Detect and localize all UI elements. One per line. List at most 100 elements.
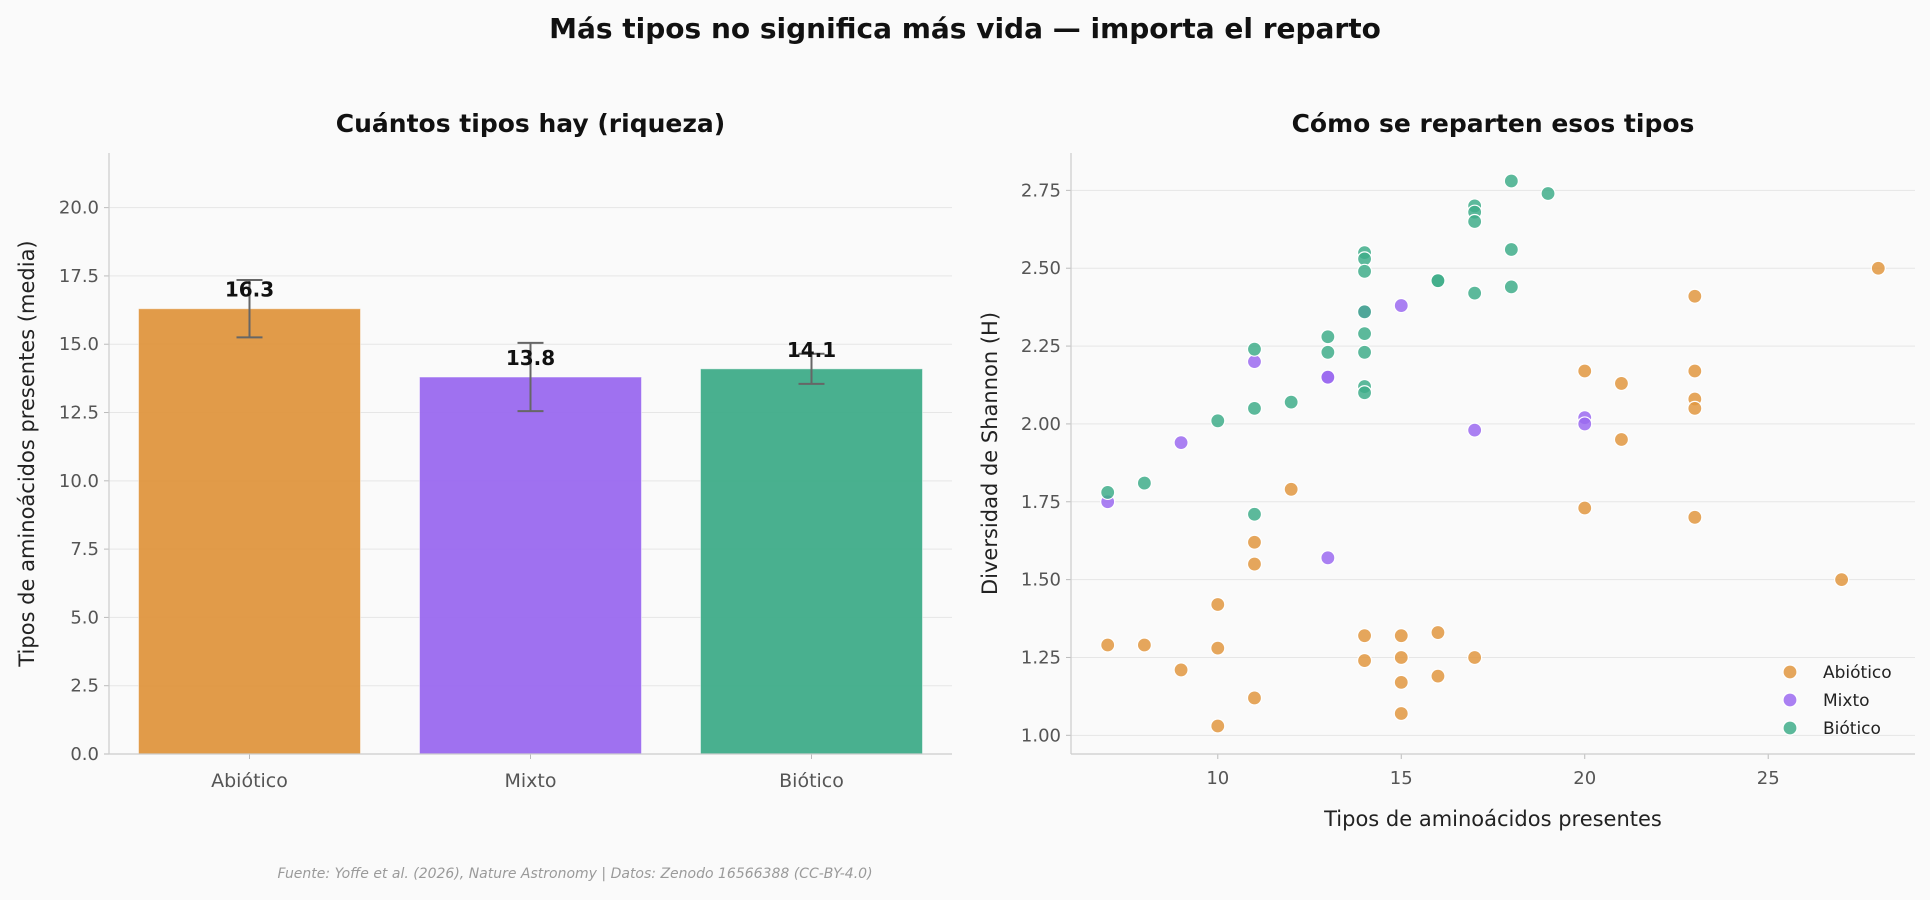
scatter-point-0-7 [1246,556,1263,572]
scatter-point-0-20 [1577,500,1593,516]
scatter-point-0-27 [1687,509,1703,525]
scatter-point-0-3 [1210,596,1226,613]
scatter-y-tick-label: 2.50 [1021,258,1061,279]
legend-marker-1 [1782,692,1798,708]
scatter-point-0-26 [1687,400,1703,416]
scatter-point-2-11 [1356,263,1373,279]
scatter-point-2-14 [1356,344,1373,360]
bar-0 [138,308,361,755]
bar-2 [700,368,923,755]
scatter-y-tick-label: 2.00 [1021,414,1061,435]
scatter-point-0-22 [1613,431,1630,448]
scatter-point-2-12 [1356,304,1373,320]
scatter-point-0-24 [1687,363,1703,379]
scatter-chart: 1.00 1.25 1.50 1.75 2.00 2.25 2.50 2.75 10 15 20 25… [978,109,1915,831]
scatter-point-0-13 [1393,649,1409,666]
scatter-point-0-10 [1356,628,1373,644]
scatter-point-1-10 [1577,416,1593,432]
scatter-point-1-8 [1467,422,1483,438]
bar-y-tick-label: 5.0 [70,607,99,628]
scatter-point-2-3 [1246,341,1263,357]
scatter-x-axis-label: Tipos de aminoácidos presentes [1323,807,1662,831]
scatter-point-2-7 [1320,329,1336,345]
legend-marker-2 [1782,720,1798,736]
bar-value-label-2: 14.1 [787,338,836,362]
scatter-y-axis-label: Diversidad de Shannon (H) [978,312,1002,595]
bar-chart-title: Cuántos tipos hay (riqueza) [336,109,725,138]
scatter-point-0-19 [1577,363,1593,379]
scatter-point-2-16 [1356,385,1373,401]
scatter-point-2-4 [1246,400,1263,416]
scatter-x-tick-label: 10 [1206,768,1229,789]
scatter-y-tick-label: 1.25 [1021,647,1061,668]
bar-value-label-1: 13.8 [506,346,555,370]
scatter-x-tick-label: 15 [1390,768,1413,789]
scatter-point-0-4 [1210,640,1226,656]
bar-y-tick-label: 2.5 [70,676,99,697]
scatter-point-2-26 [1540,185,1556,202]
scatter-x-tick-label: 25 [1757,768,1780,789]
scatter-point-1-7 [1393,297,1409,314]
scatter-point-2-1 [1136,475,1152,491]
scatter-x-tick-label: 20 [1573,768,1596,789]
scatter-point-0-6 [1246,534,1263,550]
scatter-point-0-29 [1870,260,1886,276]
scatter-point-0-28 [1834,572,1850,588]
bar-1 [419,376,642,755]
scatter-y-tick-label: 1.50 [1021,570,1061,591]
scatter-y-tick-label: 2.25 [1021,336,1061,357]
scatter-point-2-18 [1430,273,1446,289]
scatter-point-0-9 [1283,481,1299,497]
figure-title: Más tipos no significa más vida — import… [549,12,1381,45]
scatter-y-tick-label: 1.75 [1021,492,1061,513]
scatter-point-0-12 [1393,628,1409,644]
scatter-point-2-22 [1467,285,1483,301]
scatter-point-0-14 [1393,674,1409,690]
scatter-point-2-25 [1503,279,1519,295]
scatter-point-0-23 [1687,288,1703,304]
scatter-point-0-2 [1173,662,1189,678]
scatter-point-0-15 [1393,705,1409,722]
bar-category-label-2: Biótico [779,770,844,792]
scatter-point-2-24 [1503,241,1519,258]
scatter-point-2-8 [1320,344,1336,360]
legend-label-1: Mixto [1823,691,1870,711]
scatter-point-2-23 [1503,173,1519,189]
source-note: Fuente: Yoffe et al. (2026), Nature Astr… [277,866,873,882]
bar-y-tick-label: 12.5 [59,403,99,424]
bar-value-label-0: 16.3 [225,278,274,302]
scatter-point-0-0 [1100,637,1116,653]
bar-y-tick-label: 0.0 [70,744,99,765]
scatter-point-0-1 [1136,637,1152,653]
bar-category-label-1: Mixto [505,770,557,792]
scatter-point-0-17 [1430,668,1446,684]
scatter-point-0-8 [1246,690,1263,706]
scatter-point-0-18 [1467,649,1483,666]
bar-y-tick-label: 20.0 [59,198,99,219]
scatter-y-tick-label: 1.00 [1021,725,1061,746]
scatter-point-1-1 [1173,435,1189,451]
bar-y-tick-label: 7.5 [70,539,99,560]
bar-category-label-0: Abiótico [211,770,288,792]
legend-label-2: Biótico [1823,719,1881,739]
scatter-y-tick-label: 2.75 [1021,180,1061,201]
bar-y-tick-label: 15.0 [59,334,99,355]
scatter-point-2-5 [1246,506,1263,522]
scatter-point-2-0 [1100,484,1116,501]
scatter-point-0-11 [1356,652,1373,669]
scatter-chart-title: Cómo se reparten esos tipos [1292,109,1695,138]
scatter-point-2-6 [1283,394,1299,410]
bar-y-tick-label: 10.0 [59,471,99,492]
scatter-point-1-4 [1320,369,1336,385]
scatter-point-2-13 [1356,326,1373,342]
bar-y-tick-label: 17.5 [59,266,99,287]
legend-label-0: Abiótico [1823,663,1892,683]
bar-chart: 0.0 2.5 5.0 7.5 10.0 12.5 15.0 17.5 20.0 16.3 Abió… [15,109,952,792]
scatter-point-0-21 [1613,375,1630,392]
scatter-point-2-2 [1210,413,1226,429]
scatter-point-0-5 [1210,718,1226,734]
bar-y-axis-label: Tipos de aminoácidos presentes (media) [15,240,39,667]
scatter-point-2-21 [1467,213,1483,230]
legend-marker-0 [1782,664,1798,680]
